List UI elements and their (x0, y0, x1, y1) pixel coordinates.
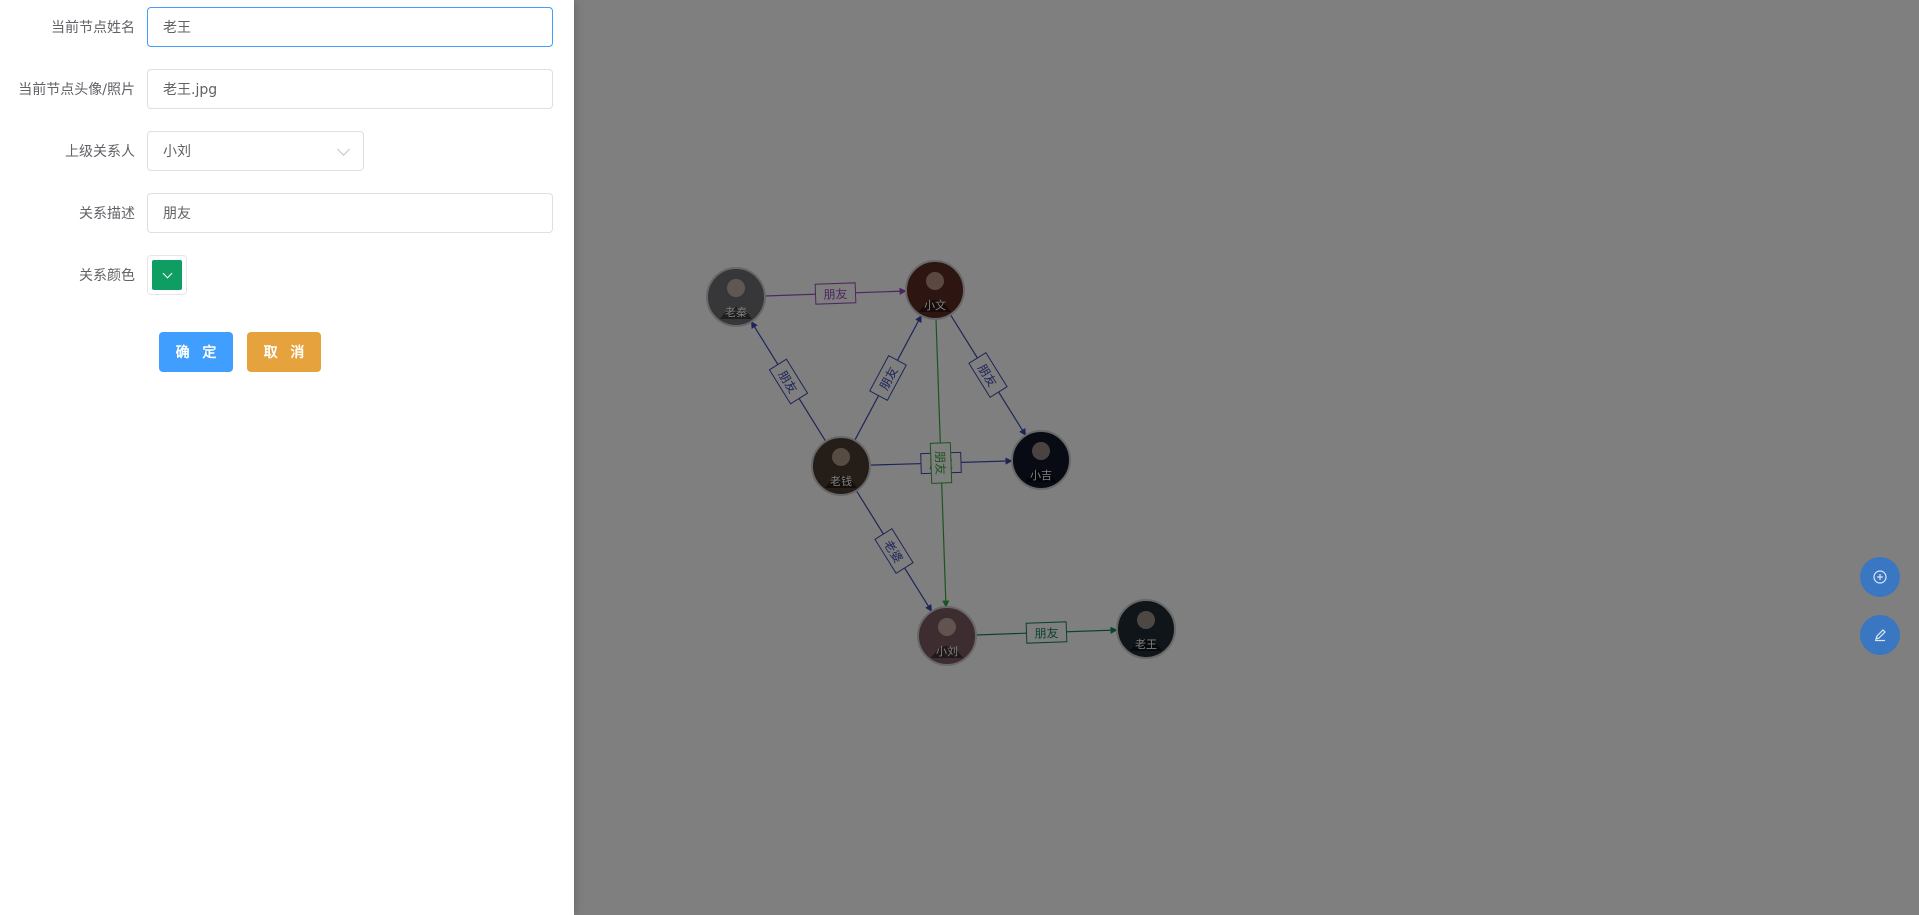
parent-select[interactable]: 小刘 (147, 131, 364, 171)
add-node-button[interactable] (1860, 557, 1900, 597)
confirm-button[interactable]: 确 定 (159, 332, 233, 372)
color-swatch (152, 260, 182, 290)
chevron-down-icon (162, 268, 172, 279)
avatar-input[interactable]: 老王.jpg (147, 69, 553, 109)
name-input[interactable]: 老王 (147, 7, 553, 47)
parent-form-row: 上级关系人 小刘 (0, 131, 364, 171)
cancel-button[interactable]: 取 消 (247, 332, 321, 372)
color-form-row: 关系颜色 (0, 255, 187, 295)
relation-label: 关系描述 (79, 206, 135, 222)
color-label: 关系颜色 (79, 268, 135, 284)
parent-label: 上级关系人 (65, 144, 135, 160)
relation-form-row: 关系描述 朋友 (0, 193, 553, 233)
avatar-form-row: 当前节点头像/照片 老王.jpg (0, 69, 553, 109)
edit-node-drawer: 当前节点姓名 老王 当前节点头像/照片 老王.jpg 上级关系人 小刘 关系描述… (0, 0, 574, 915)
color-picker[interactable] (147, 255, 187, 295)
relation-input[interactable]: 朋友 (147, 193, 553, 233)
add-circle-icon (1873, 570, 1887, 584)
name-label: 当前节点姓名 (51, 20, 135, 36)
edit-pen-icon (1875, 629, 1886, 642)
chevron-down-icon (337, 142, 350, 156)
parent-select-value: 小刘 (163, 144, 191, 160)
edit-node-button[interactable] (1860, 615, 1900, 655)
name-form-row: 当前节点姓名 老王 (0, 7, 553, 47)
avatar-label: 当前节点头像/照片 (18, 82, 135, 98)
